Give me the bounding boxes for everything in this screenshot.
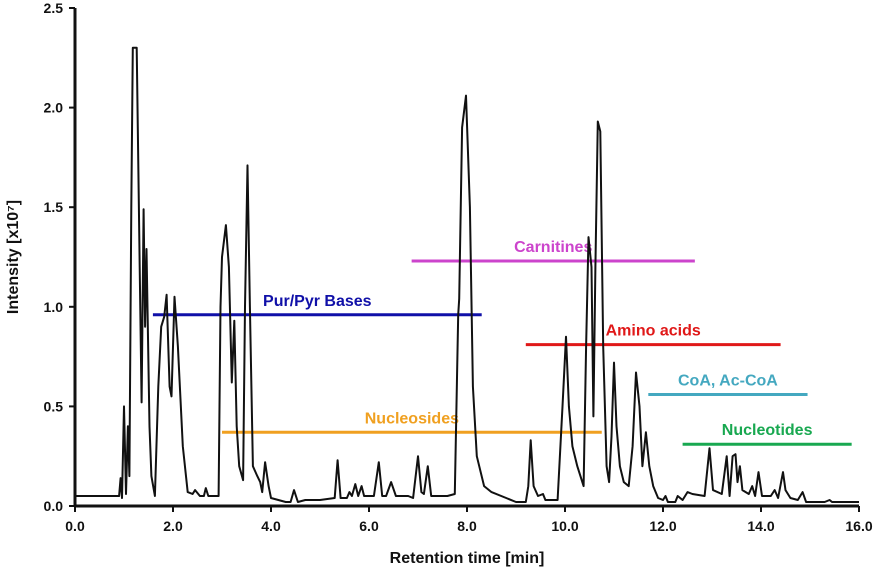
- x-tick-label: 12.0: [649, 518, 676, 534]
- x-tick-label: 6.0: [359, 518, 379, 534]
- annotation-label: Nucleotides: [722, 422, 813, 439]
- x-tick-label: 16.0: [845, 518, 872, 534]
- trace-layer: [75, 46, 859, 503]
- x-axis-title: Retention time [min]: [390, 550, 545, 567]
- y-tick-label: 2.5: [44, 0, 64, 16]
- annotation-layer: Carnitines Pur/Pyr Bases Amino acids CoA, A…: [152, 239, 852, 446]
- y-tick-label: 1.5: [44, 199, 64, 215]
- x-tick-label: 8.0: [457, 518, 477, 534]
- annotation-label: CoA, Ac-CoA: [678, 372, 778, 389]
- x-tick-label: 0.0: [65, 518, 85, 534]
- y-axis-title: Intensity [x10⁷]: [5, 200, 22, 314]
- y-tick-label: 0.5: [44, 398, 64, 414]
- annotation-label: Amino acids: [606, 323, 701, 340]
- x-tick-label: 14.0: [747, 518, 774, 534]
- annotation-label: Carnitines: [514, 239, 592, 256]
- y-tick-label: 1.0: [44, 299, 64, 315]
- x-tick-label: 4.0: [261, 518, 281, 534]
- axes: 0.0 2.0 4.0 6.0 8.0 10.0 12.0 14.0 16.0 0.0 0.5 1.0…: [44, 0, 873, 534]
- y-tick-label: 2.0: [44, 100, 64, 116]
- chromatogram-trace: [75, 46, 859, 503]
- x-tick-label: 2.0: [163, 518, 183, 534]
- annotation-label: Nucleosides: [365, 410, 459, 427]
- x-tick-label: 10.0: [551, 518, 578, 534]
- annotation-label: Pur/Pyr Bases: [263, 293, 372, 310]
- y-tick-label: 0.0: [44, 498, 64, 514]
